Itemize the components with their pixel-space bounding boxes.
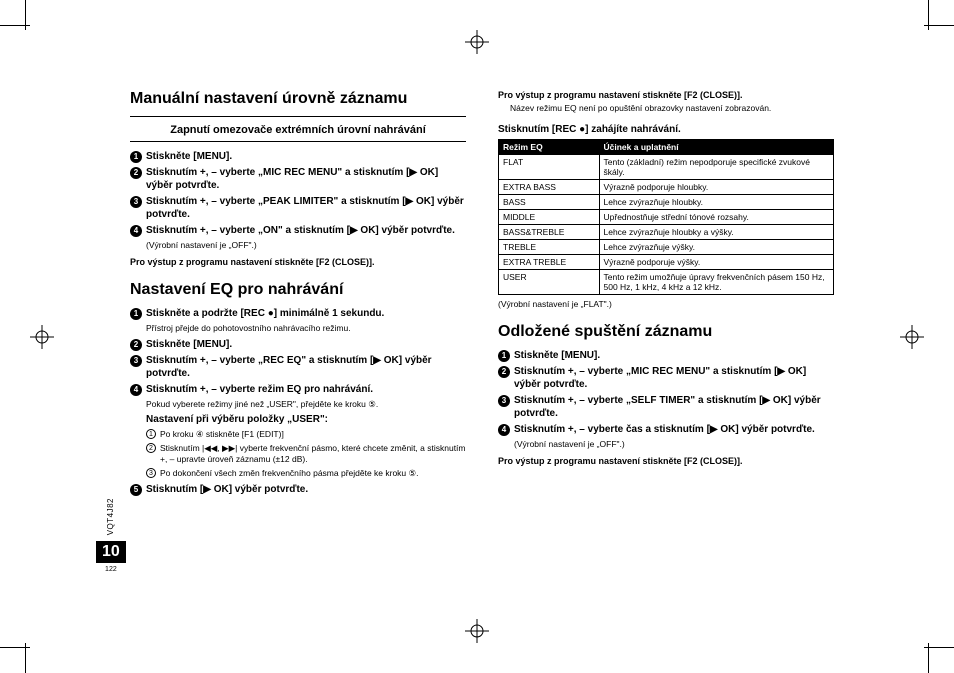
note: Přístroj přejde do pohotovostního nahráv… [146, 323, 466, 334]
closing-note: Pro výstup z programu nastavení stisknět… [130, 257, 466, 267]
heading-timer: Odložené spuštění záznamu [498, 323, 834, 341]
step-number-icon: 1 [498, 350, 510, 362]
table-cell: EXTRA BASS [499, 180, 600, 195]
step-number-icon: 2 [130, 339, 142, 351]
step: 1Stiskněte [MENU]. [498, 349, 834, 362]
page-sidebar: VQT4J82 10 122 [96, 498, 126, 573]
table-cell: BASS&TREBLE [499, 225, 600, 240]
table-cell: USER [499, 270, 600, 295]
table-row: FLATTento (základní) režim nepodporuje s… [499, 155, 834, 180]
step: 3Stisknutím +, – vyberte „PEAK LIMITER" … [130, 195, 466, 221]
right-column: Pro výstup z programu nastavení stisknět… [498, 90, 834, 583]
substep: 1Po kroku ④ stiskněte [F1 (EDIT)] [146, 429, 466, 440]
subheading-limiter: Zapnutí omezovače extrémních úrovní nahr… [130, 124, 466, 136]
step-number-icon: 1 [130, 151, 142, 163]
table-row: BASS&TREBLELehce zvýrazňuje hloubky a vý… [499, 225, 834, 240]
page-number-badge: 10 [96, 541, 126, 563]
table-row: USERTento režim umožňuje úpravy frekvenč… [499, 270, 834, 295]
table-row: BASSLehce zvýrazňuje hloubky. [499, 195, 834, 210]
table-row: TREBLELehce zvýrazňuje výšky. [499, 240, 834, 255]
table-cell: FLAT [499, 155, 600, 180]
table-cell: TREBLE [499, 240, 600, 255]
step: 4Stisknutím +, – vyberte režim EQ pro na… [130, 383, 466, 396]
step-number-icon: 3 [130, 196, 142, 208]
table-cell: Lehce zvýrazňuje hloubky. [599, 195, 834, 210]
closing-note: Pro výstup z programu nastavení stisknět… [498, 90, 834, 100]
substep-number-icon: 2 [146, 443, 156, 453]
step: 1Stiskněte a podržte [REC ●] minimálně 1… [130, 307, 466, 320]
step: 4Stisknutím +, – vyberte „ON" a stisknut… [130, 224, 466, 237]
left-column: Manuální nastavení úrovně záznamu Zapnut… [130, 90, 466, 583]
registration-mark-icon [900, 325, 924, 349]
step: 5Stisknutím [▶ OK] výběr potvrďte. [130, 483, 466, 496]
registration-mark-icon [30, 325, 54, 349]
page-number-small: 122 [105, 566, 117, 573]
step: 2Stisknutím +, – vyberte „MIC REC MENU" … [498, 365, 834, 391]
note: Název režimu EQ není po opuštění obrazov… [510, 103, 834, 114]
table-cell: BASS [499, 195, 600, 210]
heading-manual: Manuální nastavení úrovně záznamu [130, 90, 466, 108]
registration-mark-icon [465, 619, 489, 643]
step-number-icon: 1 [130, 308, 142, 320]
step-number-icon: 4 [130, 384, 142, 396]
table-cell: Lehce zvýrazňuje hloubky a výšky. [599, 225, 834, 240]
table-cell: Tento režim umožňuje úpravy frekvenčních… [599, 270, 834, 295]
crop-mark [0, 0, 60, 60]
crop-mark [0, 613, 60, 673]
table-note: (Výrobní nastavení je „FLAT".) [498, 299, 834, 309]
substep: 2Stisknutím |◀◀, ▶▶| vyberte frekvenční … [146, 443, 466, 465]
step: 3Stisknutím +, – vyberte „SELF TIMER" a … [498, 394, 834, 420]
table-cell: MIDDLE [499, 210, 600, 225]
step-number-icon: 3 [498, 395, 510, 407]
note: (Výrobní nastavení je „OFF".) [514, 439, 834, 450]
substep-number-icon: 3 [146, 468, 156, 478]
eq-mode-table: Režim EQ Účinek a uplatnění FLATTento (z… [498, 139, 834, 295]
table-row: EXTRA TREBLEVýrazně podporuje výšky. [499, 255, 834, 270]
rec-start-note: Stisknutím [REC ●] zahájíte nahrávání. [498, 124, 834, 135]
page-content: Manuální nastavení úrovně záznamu Zapnut… [130, 90, 834, 583]
step-number-icon: 3 [130, 355, 142, 367]
step-number-icon: 5 [130, 484, 142, 496]
step-number-icon: 2 [130, 167, 142, 179]
user-subheading: Nastavení při výběru položky „USER": [146, 414, 466, 425]
step: 2Stisknutím +, – vyberte „MIC REC MENU" … [130, 166, 466, 192]
step-number-icon: 2 [498, 366, 510, 378]
table-cell: Tento (základní) režim nepodporuje speci… [599, 155, 834, 180]
document-code: VQT4J82 [106, 498, 115, 535]
heading-eq: Nastavení EQ pro nahrávání [130, 281, 466, 299]
table-cell: Výrazně podporuje výšky. [599, 255, 834, 270]
step-number-icon: 4 [498, 424, 510, 436]
step: 2Stiskněte [MENU]. [130, 338, 466, 351]
table-cell: Výrazně podporuje hloubky. [599, 180, 834, 195]
table-header: Režim EQ [499, 140, 600, 155]
step-number-icon: 4 [130, 225, 142, 237]
step: 1Stiskněte [MENU]. [130, 150, 466, 163]
crop-mark [894, 613, 954, 673]
table-row: EXTRA BASSVýrazně podporuje hloubky. [499, 180, 834, 195]
table-row: MIDDLEUpřednostňuje střední tónové rozsa… [499, 210, 834, 225]
crop-mark [894, 0, 954, 60]
table-cell: Lehce zvýrazňuje výšky. [599, 240, 834, 255]
table-cell: EXTRA TREBLE [499, 255, 600, 270]
closing-note: Pro výstup z programu nastavení stisknět… [498, 456, 834, 466]
table-header: Účinek a uplatnění [599, 140, 834, 155]
registration-mark-icon [465, 30, 489, 54]
note: Pokud vyberete režimy jiné než „USER", p… [146, 399, 466, 410]
note: (Výrobní nastavení je „OFF".) [146, 240, 466, 251]
step: 3Stisknutím +, – vyberte „REC EQ" a stis… [130, 354, 466, 380]
substep: 3Po dokončení všech změn frekvenčního pá… [146, 468, 466, 479]
step: 4Stisknutím +, – vyberte čas a stisknutí… [498, 423, 834, 436]
substep-number-icon: 1 [146, 429, 156, 439]
table-cell: Upřednostňuje střední tónové rozsahy. [599, 210, 834, 225]
